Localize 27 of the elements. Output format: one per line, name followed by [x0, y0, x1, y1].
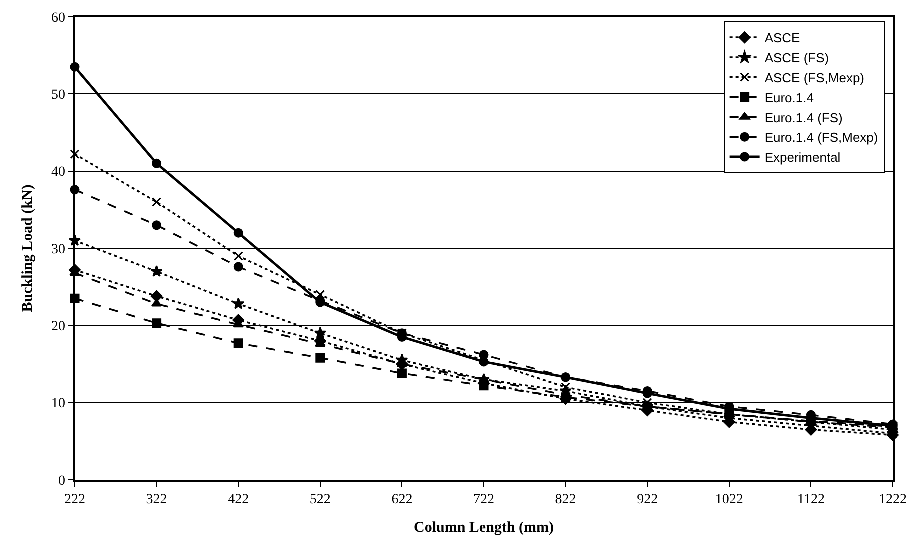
- x-tick-label: 422: [228, 492, 250, 508]
- legend-label: Euro.1.4 (FS): [764, 110, 843, 126]
- legend-label: Euro.1.4 (FS,Mexp): [764, 130, 878, 146]
- x-tick-label: 1022: [715, 492, 744, 508]
- y-axis-title: Buckling Load (kN): [20, 184, 36, 312]
- x-tick-label: 1222: [879, 492, 907, 508]
- y-tick-label: 50: [51, 88, 66, 104]
- legend-label: ASCE: [764, 30, 801, 46]
- x-tick-label: 322: [146, 492, 168, 508]
- legend-label: ASCE (FS): [764, 50, 830, 66]
- x-tick-label: 522: [310, 492, 331, 508]
- y-tick-label: 40: [51, 165, 66, 180]
- y-tick-label: 30: [51, 242, 66, 258]
- y-tick-label: 60: [51, 10, 66, 26]
- x-tick-label: 822: [555, 492, 576, 508]
- y-tick-label: 0: [58, 474, 66, 489]
- x-tick-label: 722: [474, 492, 494, 508]
- x-tick-label: 1122: [797, 492, 825, 508]
- legend-label: ASCE (FS,Mexp): [764, 70, 865, 86]
- legend-label: Experimental: [764, 150, 841, 166]
- x-tick-label: 622: [392, 492, 413, 508]
- legend-label: Euro.1.4: [764, 90, 814, 106]
- x-tick-label: 222: [64, 492, 86, 508]
- y-tick-label: 20: [51, 320, 66, 335]
- y-tick-label: 10: [51, 396, 66, 412]
- x-tick-label: 922: [637, 492, 658, 508]
- x-axis-title: Column Length (mm): [414, 520, 554, 536]
